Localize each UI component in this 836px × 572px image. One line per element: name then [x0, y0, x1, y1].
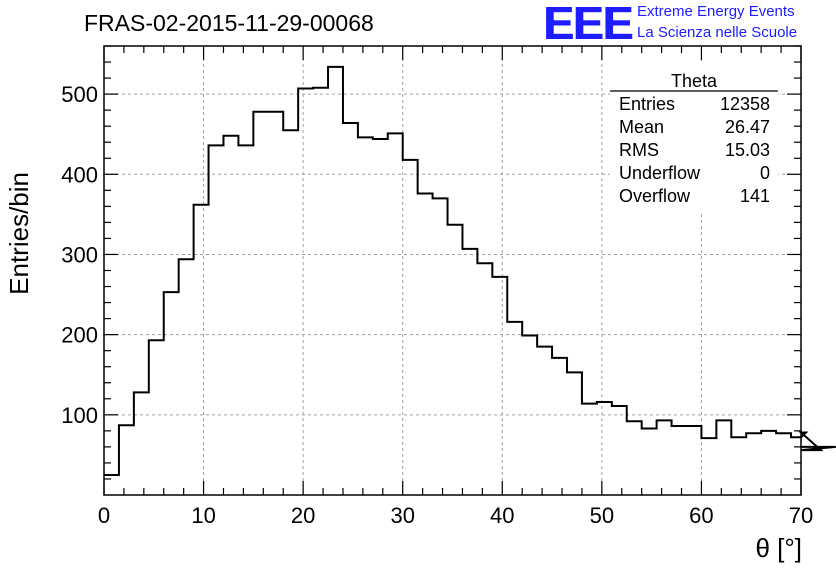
- y-tick-label: 200: [61, 323, 98, 348]
- stats-value: 15.03: [725, 140, 770, 160]
- stats-label: Mean: [619, 117, 664, 137]
- x-tick-label: 10: [191, 503, 215, 528]
- stats-box-bg: [610, 62, 778, 212]
- eee-logo: EEE: [543, 0, 633, 49]
- x-tick-label: 30: [390, 503, 414, 528]
- stats-value: 26.47: [725, 117, 770, 137]
- x-axis-label: θ [°]: [755, 533, 802, 563]
- x-tick-label: 60: [689, 503, 713, 528]
- y-tick-label: 400: [61, 162, 98, 187]
- stats-value: 12358: [720, 94, 770, 114]
- histogram-line: [104, 65, 836, 476]
- stats-value: 0: [760, 163, 770, 183]
- stats-value: 141: [740, 186, 770, 206]
- stats-label: Underflow: [619, 163, 701, 183]
- stats-label: RMS: [619, 140, 659, 160]
- y-tick-label: 500: [61, 82, 98, 107]
- x-tick-label: 0: [98, 503, 110, 528]
- logo-line-1: Extreme Energy Events: [637, 3, 795, 20]
- logo-line-2: La Scienza nelle Scuole: [637, 24, 798, 41]
- stats-label: Entries: [619, 94, 675, 114]
- chart-title: FRAS-02-2015-11-29-00068: [84, 10, 374, 36]
- stats-label: Overflow: [619, 186, 691, 206]
- x-tick-label: 40: [490, 503, 514, 528]
- y-tick-label: 300: [61, 242, 98, 267]
- x-tick-label: 20: [291, 503, 315, 528]
- x-tick-label: 50: [590, 503, 614, 528]
- x-tick-label: 70: [789, 503, 813, 528]
- y-tick-label: 100: [61, 403, 98, 428]
- stats-box-title: Theta: [671, 71, 718, 91]
